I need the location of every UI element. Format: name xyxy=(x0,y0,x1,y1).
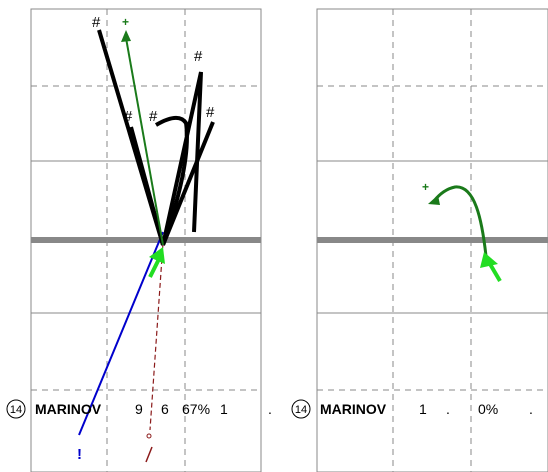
path-black-5 xyxy=(161,121,215,246)
path-marker-blue: ! xyxy=(77,446,82,463)
stat-value: 9 xyxy=(135,401,143,417)
stat-value: . xyxy=(268,401,272,417)
path-blue xyxy=(78,231,164,436)
path-green-curve xyxy=(432,185,488,257)
path-red-dashed xyxy=(149,242,164,431)
stat-value: 1 xyxy=(220,401,228,417)
player-badge xyxy=(291,399,311,419)
left-paths: # # # # # + ! xyxy=(77,14,215,463)
path-marker-green: + xyxy=(122,15,129,29)
stat-value: . xyxy=(529,401,533,417)
stat-value: 0% xyxy=(478,401,498,417)
path-marker: # xyxy=(149,108,158,125)
path-black-2 xyxy=(129,126,165,246)
path-marker-green: + xyxy=(422,180,429,194)
path-marker: # xyxy=(194,48,203,65)
left-panel xyxy=(30,8,262,472)
player-badge-number: 14 xyxy=(295,404,307,416)
stat-value: . xyxy=(446,401,450,417)
player-badge-number: 14 xyxy=(10,404,22,416)
path-green-arrowhead xyxy=(428,195,440,205)
center-band xyxy=(31,237,261,243)
path-red-endpoint xyxy=(146,433,152,439)
stat-value: 1 xyxy=(419,401,427,417)
path-marker: # xyxy=(92,14,101,31)
path-black-4 xyxy=(161,71,203,246)
origin-arrow-shaft xyxy=(488,262,502,283)
left-stat-row: 14 MARINOV 9 6 67% 1 . xyxy=(6,399,272,419)
path-marker: # xyxy=(124,108,133,125)
origin-arrow-head xyxy=(480,252,498,268)
right-paths: + xyxy=(422,180,502,283)
player-badge xyxy=(6,399,26,419)
path-red-tail xyxy=(145,446,153,463)
path-marker: # xyxy=(206,104,215,121)
origin-arrow-head xyxy=(149,247,165,264)
right-panel xyxy=(316,8,548,472)
player-name: MARINOV xyxy=(320,401,387,417)
right-stat-row: 14 MARINOV 1 . 0% . xyxy=(291,399,533,419)
stat-value: 67% xyxy=(182,401,210,417)
path-green-arrowhead xyxy=(121,30,131,42)
path-green xyxy=(125,37,164,246)
stat-value: 6 xyxy=(161,401,169,417)
player-name: MARINOV xyxy=(35,401,102,417)
center-band xyxy=(317,237,548,243)
